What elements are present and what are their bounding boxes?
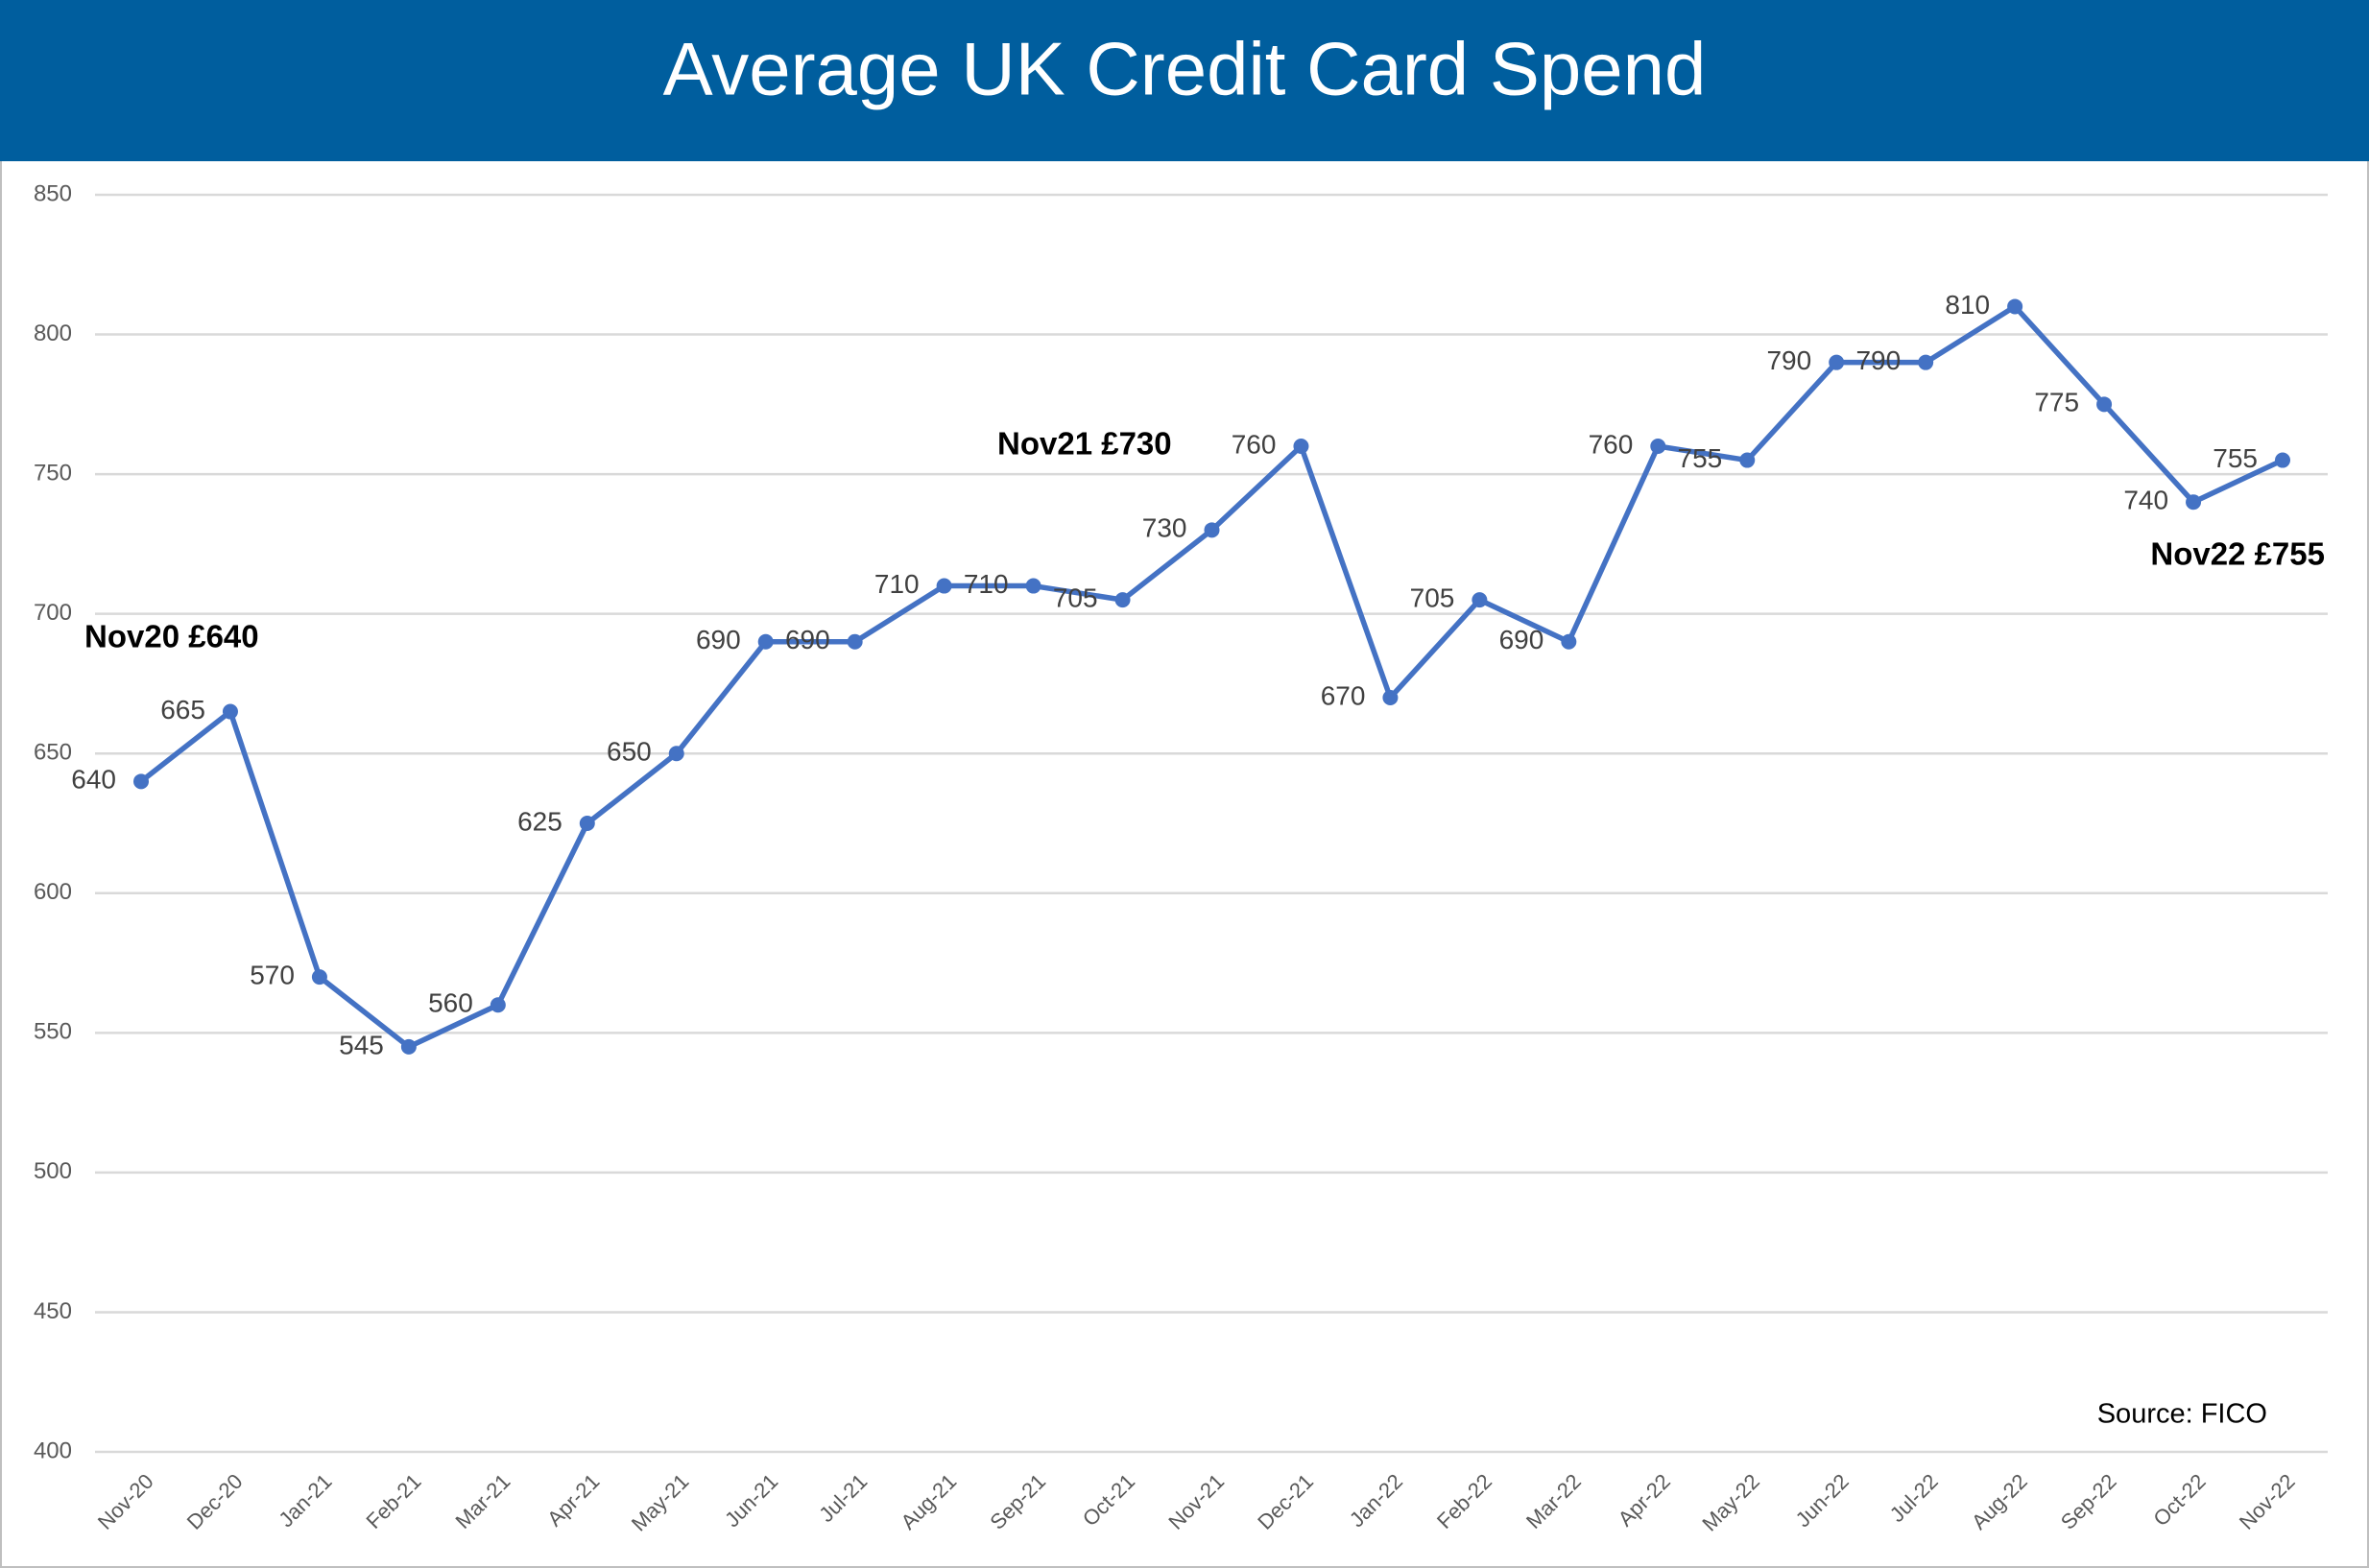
data-label: 560 bbox=[428, 988, 473, 1018]
data-point bbox=[2186, 494, 2202, 511]
data-label: 690 bbox=[696, 625, 741, 654]
annotation: Nov20 £640 bbox=[84, 619, 259, 654]
y-tick-label: 850 bbox=[34, 180, 72, 206]
data-point bbox=[847, 633, 863, 650]
data-label: 790 bbox=[1766, 345, 1811, 375]
data-point bbox=[311, 969, 327, 986]
data-label: 710 bbox=[874, 569, 920, 599]
data-point bbox=[1829, 354, 1845, 370]
y-tick-label: 750 bbox=[34, 460, 72, 486]
annotation: Nov22 £755 bbox=[2150, 536, 2325, 572]
data-point bbox=[2007, 298, 2023, 315]
data-label: 760 bbox=[1232, 429, 1277, 459]
data-label: 690 bbox=[1499, 625, 1544, 654]
data-label: 625 bbox=[517, 806, 562, 836]
y-tick-label: 600 bbox=[34, 879, 72, 905]
data-point bbox=[1025, 578, 1041, 594]
data-label: 730 bbox=[1142, 513, 1187, 543]
data-point bbox=[668, 746, 684, 762]
data-point bbox=[1739, 452, 1756, 468]
chart-title: Average UK Credit Card Spend bbox=[663, 27, 1707, 111]
y-tick-label: 400 bbox=[34, 1437, 72, 1463]
data-label: 670 bbox=[1321, 680, 1366, 710]
data-label: 760 bbox=[1589, 429, 1634, 459]
data-point bbox=[2275, 452, 2290, 468]
data-label: 755 bbox=[2213, 443, 2258, 473]
data-label: 790 bbox=[1855, 345, 1901, 375]
data-label: 640 bbox=[71, 765, 116, 795]
data-label: 755 bbox=[1678, 443, 1723, 473]
data-point bbox=[1382, 690, 1399, 705]
data-point bbox=[400, 1038, 417, 1055]
data-label: 665 bbox=[160, 695, 205, 725]
y-tick-label: 550 bbox=[34, 1019, 72, 1045]
data-point bbox=[1918, 354, 1934, 370]
data-point bbox=[490, 997, 506, 1013]
data-label: 810 bbox=[1945, 290, 1990, 320]
data-point bbox=[757, 633, 774, 650]
y-tick-label: 650 bbox=[34, 740, 72, 766]
data-point bbox=[222, 703, 238, 720]
data-label: 545 bbox=[339, 1030, 384, 1059]
annotation: Source: FICO bbox=[2097, 1399, 2267, 1430]
data-point bbox=[1204, 522, 1220, 538]
data-label: 775 bbox=[2034, 388, 2079, 417]
data-label: 705 bbox=[1410, 583, 1455, 613]
data-point bbox=[1650, 439, 1666, 454]
y-tick-label: 500 bbox=[34, 1158, 72, 1184]
y-tick-label: 700 bbox=[34, 600, 72, 626]
data-label: 710 bbox=[964, 569, 1009, 599]
data-point bbox=[1472, 592, 1488, 608]
data-label: 690 bbox=[785, 625, 830, 654]
data-label: 740 bbox=[2123, 486, 2168, 515]
data-label: 650 bbox=[607, 737, 652, 767]
y-tick-label: 450 bbox=[34, 1298, 72, 1324]
data-point bbox=[579, 816, 595, 831]
data-point bbox=[936, 578, 952, 594]
title-bar bbox=[0, 0, 2369, 161]
y-tick-label: 800 bbox=[34, 321, 72, 346]
data-label: 705 bbox=[1053, 583, 1098, 613]
data-point bbox=[1561, 633, 1577, 650]
data-point bbox=[2096, 396, 2113, 413]
data-label: 570 bbox=[250, 961, 295, 990]
data-point bbox=[133, 773, 149, 790]
annotation: Nov21 £730 bbox=[997, 426, 1172, 462]
data-point bbox=[1114, 592, 1131, 608]
data-point bbox=[1293, 439, 1309, 454]
